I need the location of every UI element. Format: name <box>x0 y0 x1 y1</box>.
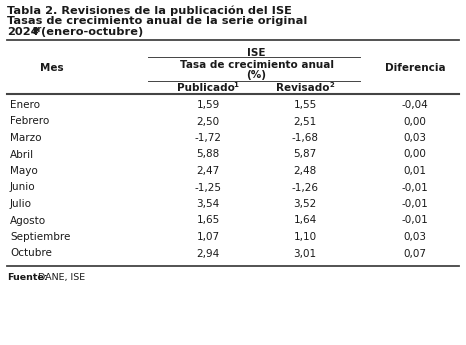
Text: Fuente:: Fuente: <box>7 273 48 282</box>
Text: 1: 1 <box>233 82 238 88</box>
Text: Publicado: Publicado <box>177 83 235 93</box>
Text: -1,72: -1,72 <box>194 133 221 143</box>
Text: 2,51: 2,51 <box>294 117 316 127</box>
Text: Agosto: Agosto <box>10 216 46 226</box>
Text: 3,01: 3,01 <box>294 248 316 258</box>
Text: Octubre: Octubre <box>10 248 52 258</box>
Text: -0,01: -0,01 <box>402 199 428 209</box>
Text: -0,01: -0,01 <box>402 216 428 226</box>
Text: 2: 2 <box>329 82 334 88</box>
Text: 0,00: 0,00 <box>404 117 426 127</box>
Text: Junio: Junio <box>10 183 35 193</box>
Text: 1,65: 1,65 <box>196 216 219 226</box>
Text: -0,04: -0,04 <box>402 100 428 110</box>
Text: Febrero: Febrero <box>10 117 49 127</box>
Text: Abril: Abril <box>10 149 34 159</box>
Text: Revisado: Revisado <box>276 83 330 93</box>
Text: 2024: 2024 <box>7 27 39 37</box>
Text: 0,01: 0,01 <box>404 166 426 176</box>
Text: 1,64: 1,64 <box>294 216 316 226</box>
Text: Enero: Enero <box>10 100 40 110</box>
Text: 1,55: 1,55 <box>294 100 316 110</box>
Text: Diferencia: Diferencia <box>385 63 445 73</box>
Text: 0,00: 0,00 <box>404 149 426 159</box>
Text: 2,94: 2,94 <box>196 248 219 258</box>
Text: Septiembre: Septiembre <box>10 232 70 242</box>
Text: (%): (%) <box>247 70 267 80</box>
Text: ISE: ISE <box>247 48 266 58</box>
Text: Mayo: Mayo <box>10 166 38 176</box>
Text: 2,47: 2,47 <box>196 166 219 176</box>
Text: 3,52: 3,52 <box>294 199 316 209</box>
Text: Tasas de crecimiento anual de la serie original: Tasas de crecimiento anual de la serie o… <box>7 16 308 26</box>
Text: 2,50: 2,50 <box>197 117 219 127</box>
Text: Marzo: Marzo <box>10 133 41 143</box>
Text: Tabla 2. Revisiones de la publicación del ISE: Tabla 2. Revisiones de la publicación de… <box>7 5 292 16</box>
Text: -0,01: -0,01 <box>402 183 428 193</box>
Text: 2,48: 2,48 <box>294 166 316 176</box>
Text: -1,25: -1,25 <box>194 183 221 193</box>
Text: 0,03: 0,03 <box>404 133 426 143</box>
Text: Mes: Mes <box>40 63 64 73</box>
Text: pr: pr <box>32 25 41 34</box>
Text: 5,87: 5,87 <box>294 149 316 159</box>
Text: 1,10: 1,10 <box>294 232 316 242</box>
Text: (enero-octubre): (enero-octubre) <box>37 27 143 37</box>
Text: 0,07: 0,07 <box>404 248 426 258</box>
Text: 1,59: 1,59 <box>196 100 219 110</box>
Text: 5,88: 5,88 <box>196 149 219 159</box>
Text: DANE, ISE: DANE, ISE <box>35 273 85 282</box>
Text: Tasa de crecimiento anual: Tasa de crecimiento anual <box>179 60 334 70</box>
Text: Julio: Julio <box>10 199 32 209</box>
Text: 0,03: 0,03 <box>404 232 426 242</box>
Text: -1,68: -1,68 <box>292 133 318 143</box>
Text: 1,07: 1,07 <box>197 232 219 242</box>
Text: -1,26: -1,26 <box>292 183 318 193</box>
Text: 3,54: 3,54 <box>196 199 219 209</box>
